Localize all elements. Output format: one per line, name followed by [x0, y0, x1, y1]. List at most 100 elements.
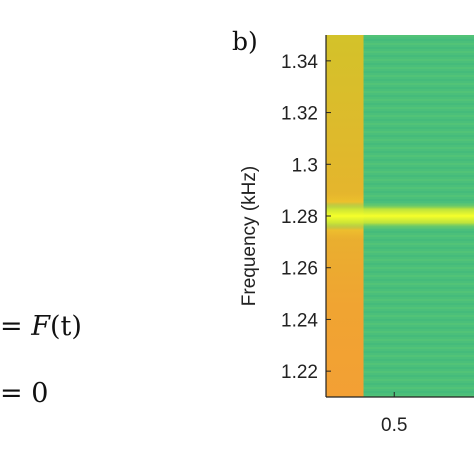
stripe	[326, 171, 474, 173]
x-ticks: 0.5	[381, 392, 407, 436]
panel-label: b)	[232, 27, 258, 56]
stripe	[326, 327, 474, 329]
equation-1-prefix: =	[0, 311, 32, 342]
stripe	[326, 187, 474, 189]
stripe	[326, 163, 474, 165]
stripe	[326, 143, 474, 145]
stripe	[326, 87, 474, 89]
stripe	[326, 191, 474, 193]
stripe	[326, 231, 474, 233]
stripe	[326, 167, 474, 169]
y-tick-label: 1.34	[281, 52, 318, 73]
stripe	[326, 359, 474, 361]
stripe	[326, 91, 474, 93]
stripe	[326, 379, 474, 381]
stripe	[326, 95, 474, 97]
frequency-band	[326, 202, 474, 230]
stripe	[326, 323, 474, 325]
stripe	[326, 195, 474, 197]
stripe	[326, 39, 474, 41]
stripe	[326, 367, 474, 369]
stripe	[326, 279, 474, 281]
y-tick-label: 1.28	[281, 207, 318, 228]
stripe	[326, 139, 474, 141]
stripe	[326, 299, 474, 301]
stripe	[326, 51, 474, 53]
stripe	[326, 71, 474, 73]
stripe	[326, 243, 474, 245]
stripe	[326, 307, 474, 309]
stripe	[326, 339, 474, 341]
y-ticks: 1.34 1.32 1.3 1.28 1.26 1.24 1.22	[281, 52, 331, 383]
stripe	[326, 107, 474, 109]
stripe	[326, 283, 474, 285]
stripe	[326, 347, 474, 349]
stripe	[326, 247, 474, 249]
spectrogram-plot-area	[326, 35, 474, 397]
stripe	[326, 383, 474, 385]
stripe	[326, 159, 474, 161]
stripe	[326, 115, 474, 117]
stripe	[326, 275, 474, 277]
stripe	[326, 67, 474, 69]
stripe	[326, 75, 474, 77]
stripe	[326, 335, 474, 337]
y-tick-label: 1.22	[281, 362, 318, 383]
stripe	[326, 259, 474, 261]
y-tick-label: 1.3	[292, 155, 318, 176]
stripe	[326, 255, 474, 257]
stripe	[326, 103, 474, 105]
stripe	[326, 239, 474, 241]
stripe	[326, 183, 474, 185]
stripe	[326, 351, 474, 353]
equation-1-function: F	[31, 311, 50, 342]
stripe	[326, 315, 474, 317]
stripe	[326, 151, 474, 153]
stripe	[326, 235, 474, 237]
stripe	[326, 199, 474, 201]
stripe	[326, 119, 474, 121]
stripe	[326, 147, 474, 149]
y-tick-label: 1.32	[281, 104, 318, 125]
y-axis-title: Frequency (kHz)	[239, 166, 260, 306]
stripe	[326, 363, 474, 365]
stripe	[326, 311, 474, 313]
stripe	[326, 99, 474, 101]
stripe	[326, 263, 474, 265]
stripe	[326, 391, 474, 393]
stripe	[326, 331, 474, 333]
x-tick-label: 0.5	[381, 415, 407, 436]
stripe	[326, 395, 474, 397]
stripe	[326, 179, 474, 181]
stripe	[326, 127, 474, 129]
stripe	[326, 375, 474, 377]
stripe	[326, 295, 474, 297]
stripe	[326, 175, 474, 177]
stripe	[326, 43, 474, 45]
stripe	[326, 111, 474, 113]
stripe	[326, 59, 474, 61]
stripe	[326, 251, 474, 253]
equation-line-2: = 0	[0, 378, 48, 409]
stripe	[326, 271, 474, 273]
stripe	[326, 47, 474, 49]
stripe	[326, 319, 474, 321]
stripe	[326, 63, 474, 65]
stripe	[326, 83, 474, 85]
y-tick-label: 1.24	[281, 310, 318, 331]
stripe	[326, 135, 474, 137]
stripe	[326, 343, 474, 345]
stripe	[326, 267, 474, 269]
stripe	[326, 131, 474, 133]
stripe	[326, 287, 474, 289]
equation-line-1: = F(t)	[0, 311, 82, 342]
stripe	[326, 371, 474, 373]
chart-axes: 1.34 1.32 1.3 1.28 1.26 1.24 1.22 0.5	[281, 35, 474, 436]
stripe	[326, 55, 474, 57]
stripe	[326, 155, 474, 157]
y-tick-label: 1.26	[281, 259, 318, 280]
stripe	[326, 387, 474, 389]
equation-1-argument: (t)	[49, 311, 82, 342]
stripe	[326, 291, 474, 293]
